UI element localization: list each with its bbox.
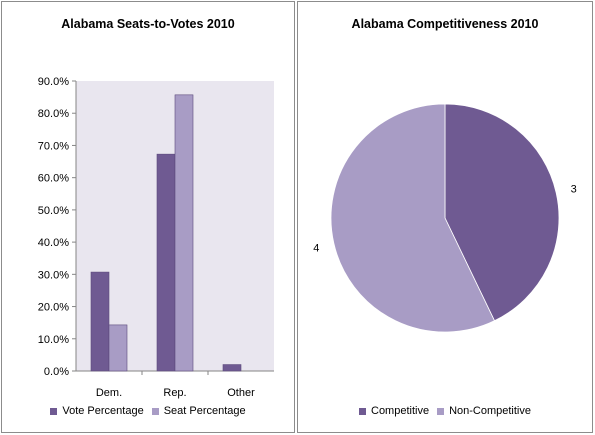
x-tick-label: Other: [227, 387, 255, 399]
bar-seat-percentage-rep: [174, 94, 194, 372]
bar-chart-legend: Vote Percentage Seat Percentage: [2, 405, 294, 417]
y-tick-label: 30.0%: [38, 269, 69, 281]
bar-vote-percentage-dem: [90, 271, 110, 372]
y-tick-label: 40.0%: [38, 237, 69, 249]
y-tick-label: 10.0%: [38, 334, 69, 346]
bar-seat-percentage-dem: [108, 324, 128, 372]
bar-vote-percentage-rep: [156, 153, 176, 372]
legend-item-seat-percentage: Seat Percentage: [151, 405, 246, 417]
bar-vote-percentage-other: [222, 364, 242, 372]
y-tick-label: 0.0%: [44, 366, 69, 378]
pie-chart: 34: [313, 103, 577, 333]
y-tick-label: 90.0%: [38, 76, 69, 88]
legend-item-vote-percentage: Vote Percentage: [50, 405, 144, 417]
legend-item-competitive: Competitive: [359, 405, 429, 417]
seats-to-votes-chart-panel: Alabama Seats-to-Votes 2010 0.0% 10.0% 20.…: [1, 1, 295, 433]
legend-label-seat-percentage: Seat Percentage: [163, 405, 246, 417]
pie-data-label: 3: [571, 184, 577, 196]
competitive-swatch: [359, 407, 366, 415]
pie-chart-title: Alabama Competitiveness 2010: [351, 17, 539, 31]
legend-label-vote-percentage: Vote Percentage: [62, 405, 144, 417]
pie-slice-competitive: [444, 103, 560, 322]
x-tick-label: Dem.: [96, 387, 122, 399]
bar-chart: 0.0% 10.0% 20.0% 30.0% 40.0% 50.0% 60.0% 70.0% 8…: [38, 76, 274, 399]
bar-chart-title: Alabama Seats-to-Votes 2010: [61, 17, 235, 31]
pie-chart-legend: Competitive Non-Competitive: [298, 405, 592, 417]
y-tick-label: 70.0%: [38, 140, 69, 152]
pie-data-label: 4: [313, 242, 319, 254]
vote-percentage-swatch: [50, 407, 58, 415]
x-tick-label: Rep.: [163, 387, 186, 399]
seat-percentage-swatch: [151, 407, 159, 415]
y-tick-label: 20.0%: [38, 302, 69, 314]
legend-label-competitive: Competitive: [371, 405, 430, 417]
legend-label-non-competitive: Non-Competitive: [449, 405, 531, 417]
pie-slice-non-competitive: [330, 103, 495, 333]
y-tick-label: 80.0%: [38, 108, 69, 120]
legend-item-non-competitive: Non-Competitive: [437, 405, 531, 417]
y-tick-label: 50.0%: [38, 205, 69, 217]
non-competitive-swatch: [437, 407, 445, 415]
y-tick-label: 60.0%: [38, 173, 69, 185]
